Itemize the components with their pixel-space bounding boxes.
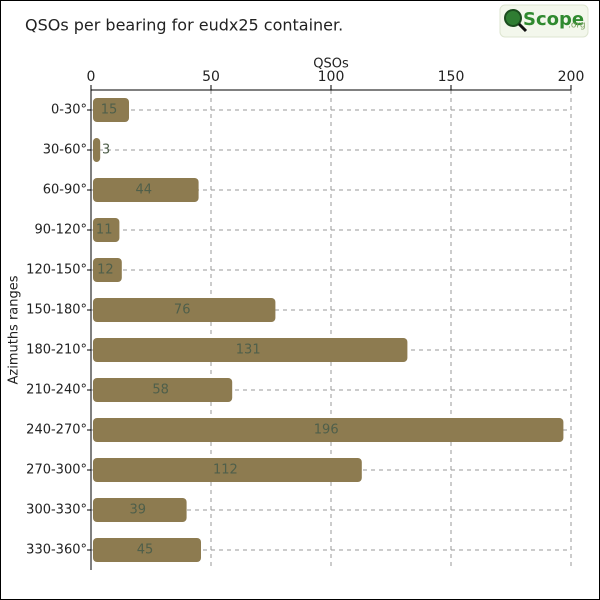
y-tick-label: 270-300° (26, 463, 87, 478)
y-tick-label: 180-210° (26, 343, 87, 358)
chart-title: QSOs per bearing for eudx25 container. (25, 16, 343, 35)
y-tick-label: 90-120° (34, 223, 87, 238)
bar (93, 138, 101, 162)
bar (93, 98, 129, 122)
logo-lens (504, 9, 522, 27)
y-tick-label: 0-30° (51, 103, 87, 118)
y-tick-label: 330-360° (26, 543, 87, 558)
data-label: 44 (136, 183, 153, 198)
x-tick-label: 50 (202, 69, 220, 85)
x-tick-label: 150 (438, 69, 465, 85)
bar (93, 538, 201, 562)
bar (93, 458, 362, 482)
bar (93, 178, 199, 202)
y-tick-label: 120-150° (26, 263, 87, 278)
x-tick-label: 200 (558, 69, 585, 85)
logo-handle (517, 22, 528, 33)
data-label: 39 (130, 503, 147, 518)
data-label: 58 (152, 383, 169, 398)
bar (93, 338, 408, 362)
y-tick-label: 60-90° (43, 183, 87, 198)
x-tick-label: 0 (87, 69, 96, 85)
data-label: 196 (314, 423, 339, 438)
data-label: 3 (102, 143, 110, 158)
data-label: 45 (137, 543, 154, 558)
y-tick-label: 300-330° (26, 503, 87, 518)
data-label: 131 (236, 343, 261, 358)
bar (93, 298, 276, 322)
bar (93, 218, 120, 242)
logo-suffix: .org (568, 21, 586, 31)
bar (93, 258, 122, 282)
x-axis-label: QSOs (313, 57, 349, 72)
bar (93, 378, 233, 402)
y-axis-label: Azimuths ranges (7, 275, 22, 384)
y-tick-label: 150-180° (26, 303, 87, 318)
logo: Scope .org (499, 4, 589, 38)
data-label: 112 (213, 463, 238, 478)
bar (93, 418, 564, 442)
y-tick-label: 30-60° (43, 143, 87, 158)
y-tick-label: 240-270° (26, 423, 87, 438)
data-label: 12 (97, 263, 114, 278)
x-tick-label: 100 (318, 69, 345, 85)
y-tick-label: 210-240° (26, 383, 87, 398)
data-label: 76 (174, 303, 191, 318)
data-label: 11 (96, 223, 113, 238)
data-label: 15 (101, 103, 118, 118)
bar (93, 498, 187, 522)
logo-text: Scope (523, 9, 584, 30)
